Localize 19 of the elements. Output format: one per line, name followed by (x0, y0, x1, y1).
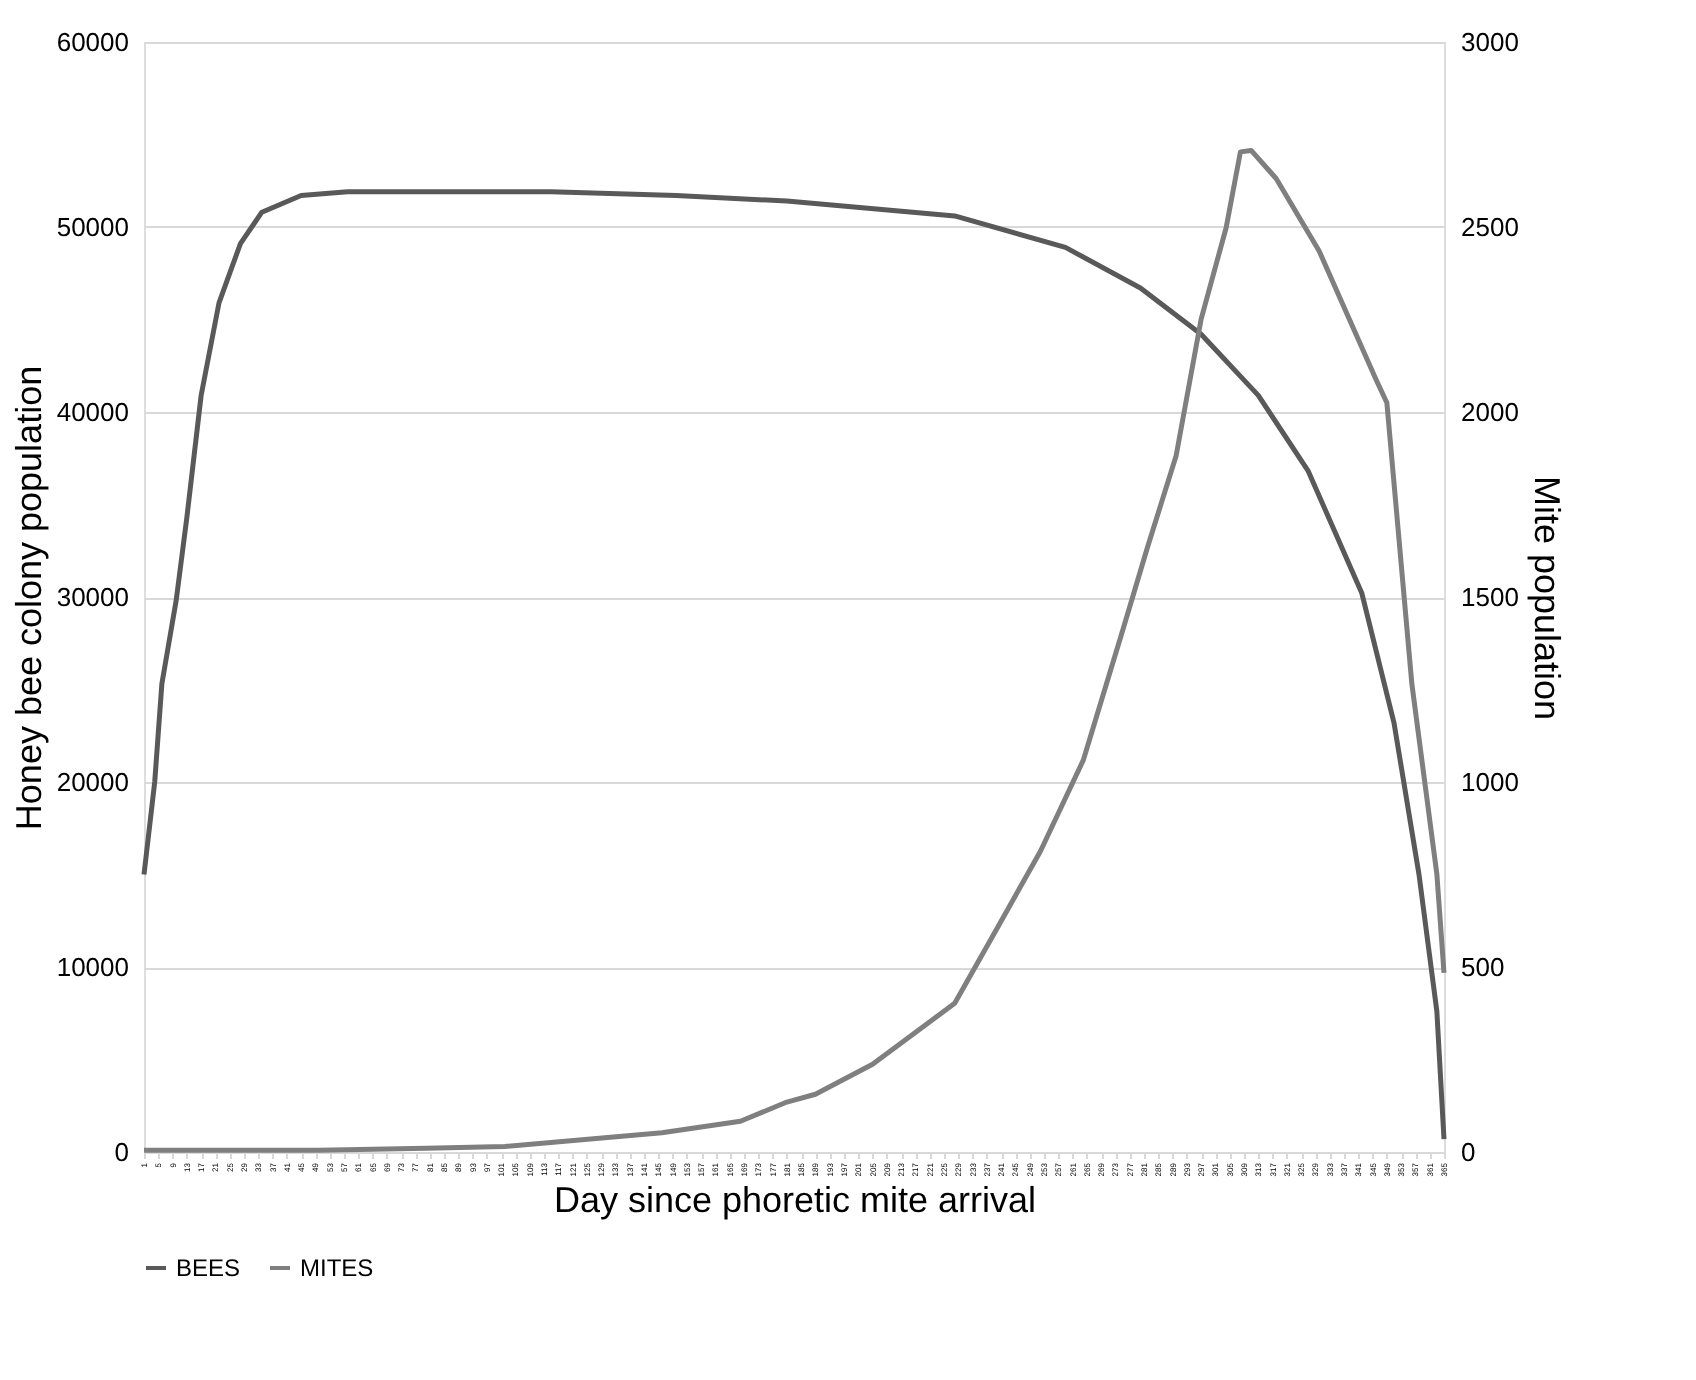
y2-tick-label: 2500 (1461, 212, 1519, 242)
y-tick-label: 0 (114, 1137, 129, 1167)
y-tick-label: 60000 (56, 27, 129, 57)
y2-axis-title: Mite population (1526, 475, 1567, 721)
y-axis-title: Honey bee colony population (8, 365, 49, 831)
y-tick-label: 50000 (56, 212, 129, 242)
y2-tick-label: 1000 (1461, 767, 1519, 797)
y2-tick-label: 1500 (1461, 582, 1519, 612)
legend-label: BEES (176, 1254, 241, 1282)
y2-tick-label: 2000 (1461, 397, 1519, 427)
y-tick-label: 40000 (56, 397, 129, 427)
y-tick-label: 20000 (56, 767, 129, 797)
y2-tick-label: 3000 (1461, 27, 1519, 57)
y2-tick-label: 500 (1461, 952, 1505, 982)
legend-label: MITES (300, 1254, 374, 1282)
y-tick-label: 10000 (56, 952, 129, 982)
y-tick-label: 30000 (56, 582, 129, 612)
y2-tick-label: 0 (1461, 1137, 1476, 1167)
x-axis-title: Day since phoretic mite arrival (553, 1180, 1037, 1221)
